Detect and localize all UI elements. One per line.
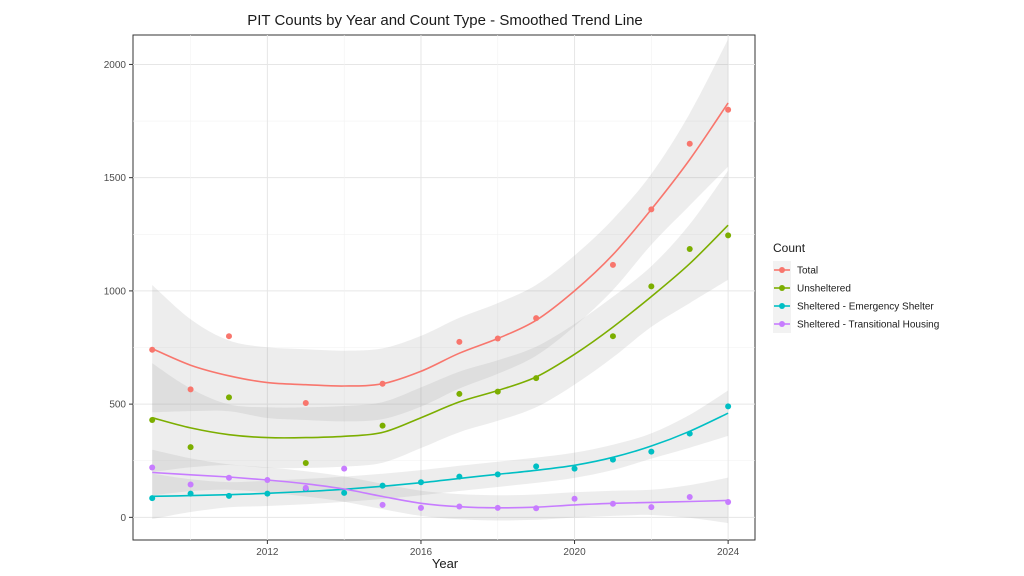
data-point <box>494 335 501 342</box>
x-tick-label: 2020 <box>563 547 586 558</box>
legend-label: Sheltered - Transitional Housing <box>797 320 939 331</box>
data-point <box>456 503 463 510</box>
data-point <box>609 500 616 507</box>
legend-label: Unsheltered <box>797 284 851 295</box>
data-point <box>341 465 348 472</box>
data-point <box>686 430 693 437</box>
data-point <box>187 386 194 393</box>
y-tick-label: 2000 <box>104 60 127 71</box>
legend-label: Total <box>797 266 818 277</box>
data-point <box>187 444 194 451</box>
data-point <box>187 490 194 497</box>
data-point <box>725 106 732 113</box>
legend: Count Total Unsheltered Sheltered - Emerge… <box>773 241 939 333</box>
legend-key-point <box>779 303 785 309</box>
data-point <box>379 380 386 387</box>
data-point <box>225 492 232 499</box>
data-point <box>571 495 578 502</box>
data-point <box>379 422 386 429</box>
data-point <box>149 464 156 471</box>
x-tick-label: 2012 <box>256 547 279 558</box>
confidence-band <box>152 170 729 473</box>
data-point <box>533 315 540 322</box>
legend-label: Sheltered - Emergency Shelter <box>797 302 934 313</box>
data-point <box>648 504 655 511</box>
data-point <box>609 261 616 268</box>
y-axis: 0 500 1000 1500 2000 <box>104 60 133 524</box>
data-point <box>725 232 732 239</box>
y-tick-label: 0 <box>120 513 126 524</box>
trend-line <box>151 102 729 387</box>
data-points <box>149 106 732 512</box>
data-point <box>456 473 463 480</box>
data-point <box>648 206 655 213</box>
data-point <box>494 471 501 478</box>
chart-title: PIT Counts by Year and Count Type - Smoo… <box>247 12 643 29</box>
legend-title: Count <box>773 241 806 255</box>
data-point <box>686 493 693 500</box>
data-point <box>609 333 616 340</box>
data-point <box>149 346 156 353</box>
data-point <box>686 246 693 253</box>
y-tick-label: 500 <box>109 400 126 411</box>
trend-line <box>151 224 729 439</box>
y-tick-label: 1000 <box>104 286 127 297</box>
grid <box>133 35 755 540</box>
data-point <box>494 388 501 395</box>
data-point <box>187 481 194 488</box>
data-point <box>302 484 309 491</box>
trend-line <box>152 471 729 509</box>
trend-line <box>152 412 729 498</box>
data-point <box>725 403 732 410</box>
data-point <box>533 463 540 470</box>
data-point <box>725 498 732 505</box>
data-point <box>494 504 501 511</box>
data-point <box>264 490 271 497</box>
data-point <box>417 479 424 486</box>
data-point <box>571 465 578 472</box>
legend-key-point <box>779 321 785 327</box>
x-tick-label: 2016 <box>410 547 433 558</box>
data-point <box>648 283 655 290</box>
trend-lines <box>151 102 729 509</box>
data-point <box>149 416 156 423</box>
x-tick-label: 2024 <box>717 547 740 558</box>
data-point <box>149 495 156 502</box>
data-point <box>533 375 540 382</box>
legend-key-point <box>779 285 785 291</box>
confidence-band <box>152 390 729 519</box>
x-axis-title: Year <box>432 556 459 571</box>
legend-key-point <box>779 267 785 273</box>
data-point <box>302 399 309 406</box>
data-point <box>417 504 424 511</box>
data-point <box>648 448 655 455</box>
data-point <box>379 482 386 489</box>
data-point <box>341 489 348 496</box>
confidence-band <box>152 39 729 422</box>
data-point <box>225 394 232 401</box>
data-point <box>533 505 540 512</box>
data-point <box>302 460 309 467</box>
data-point <box>686 140 693 147</box>
data-point <box>225 333 232 340</box>
data-point <box>379 501 386 508</box>
x-axis: 2012 2016 2020 2024 <box>256 540 740 558</box>
data-point <box>609 456 616 463</box>
y-tick-label: 1500 <box>104 173 127 184</box>
data-point <box>456 390 463 397</box>
data-point <box>456 338 463 345</box>
data-point <box>225 474 232 481</box>
data-point <box>264 476 271 483</box>
